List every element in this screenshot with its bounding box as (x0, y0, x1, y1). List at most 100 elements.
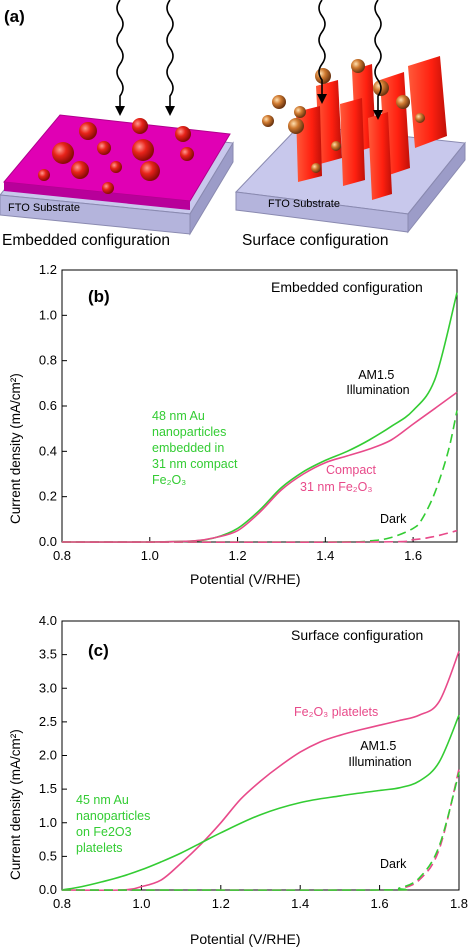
annotation-line: Compact (326, 463, 377, 477)
y-tick-label: 0.0 (39, 882, 57, 897)
series-line (61, 529, 458, 543)
x-tick-label: 1.6 (404, 548, 422, 563)
platelet (408, 56, 447, 148)
surface-nanoparticles (262, 59, 425, 173)
light-wave (116, 0, 124, 112)
annotation-line: AM1.5 (358, 368, 394, 382)
fto-substrate-right-side (407, 141, 466, 234)
au-nanoparticle (79, 122, 97, 140)
annotation-line: embedded in (152, 441, 224, 455)
chart-title: Surface configuration (291, 627, 423, 643)
annotation-line: nanoparticles (76, 809, 150, 823)
annotation-line: 45 nm Au (76, 793, 129, 807)
light-wave (374, 0, 382, 110)
au-nanoparticle (180, 147, 194, 161)
y-tick-label: 0.5 (39, 848, 57, 863)
substrate-label-left: FTO Substrate (8, 202, 80, 214)
fto-substrate-left-side (189, 141, 234, 236)
y-tick-label: 2.5 (39, 714, 57, 729)
chart-surface: 0.8 1.0 1.2 1.4 1.6 1.8 0.0 0.5 1.0 1.5 2.0 2.5 3.0 3… (8, 613, 468, 947)
curves (61, 292, 458, 543)
annotation-compact: Compact 31 nm Fe₂O₃ (300, 463, 380, 494)
y-tick-label: 1.0 (39, 307, 57, 322)
x-tick-label: 1.0 (132, 896, 150, 911)
series-line (61, 714, 460, 891)
y-tick-label: 0.6 (39, 398, 57, 413)
annotation-platelets: Fe₂O₃ platelets (294, 705, 378, 719)
x-tick-label: 1.0 (141, 548, 159, 563)
au-nanoparticle (288, 118, 304, 134)
au-nanoparticle (272, 95, 286, 109)
au-nanoparticle (97, 141, 111, 155)
x-axis-label: Potential (V/RHE) (190, 571, 300, 587)
au-nanoparticle (396, 95, 410, 109)
light-wave (166, 0, 174, 112)
au-nanoparticle (315, 68, 331, 84)
annotation-line: Illumination (346, 383, 409, 397)
annotation-line: 31 nm Fe₂O₃ (300, 480, 372, 494)
panel-a-label: (a) (4, 7, 25, 26)
au-nanoparticle (294, 106, 306, 118)
panel-b-label: (b) (88, 287, 110, 306)
annotation-line: 48 nm Au (152, 409, 205, 423)
annotation-line: nanoparticles (152, 425, 226, 439)
chart-title: Embedded configuration (271, 279, 423, 295)
au-nanoparticle (132, 139, 154, 161)
x-tick-label: 1.6 (371, 896, 389, 911)
y-tick-label: 3.0 (39, 680, 57, 695)
x-tick-label: 0.8 (53, 896, 71, 911)
y-tick-label: 4.0 (39, 613, 57, 628)
substrate-label-right: FTO Substrate (268, 198, 340, 210)
annotation-line: Fe₂O₃ (152, 473, 186, 487)
au-nanoparticle (262, 115, 274, 127)
annotation-au-embedded: 48 nm Au nanoparticles embedded in 31 nm… (152, 409, 241, 487)
embedded-diagram: FTO Substrate Embedded configuration (0, 0, 234, 249)
au-nanoparticle (351, 59, 365, 73)
au-nanoparticle (102, 182, 114, 194)
arrow-head (165, 106, 175, 116)
au-nanoparticle (311, 163, 321, 173)
au-nanoparticle (415, 113, 425, 123)
annotation-illumination: AM1.5 Illumination (346, 368, 409, 397)
au-nanoparticle (38, 169, 50, 181)
au-nanoparticle (140, 161, 160, 181)
series-line (61, 651, 460, 892)
annotation-dark: Dark (380, 857, 407, 871)
y-tick-label: 0.8 (39, 353, 57, 368)
plot-frame (61, 269, 458, 543)
x-tick-label: 0.8 (53, 548, 71, 563)
y-tick-label: 3.5 (39, 647, 57, 662)
annotation-line: AM1.5 (360, 739, 396, 753)
au-nanoparticle (132, 118, 148, 134)
x-tick-label: 1.2 (212, 896, 230, 911)
platelet (340, 98, 365, 186)
curves (61, 651, 460, 892)
light-arrows-right (317, 0, 383, 120)
panel-c-label: (c) (88, 641, 109, 660)
platelet (368, 112, 392, 200)
x-axis-label: Potential (V/RHE) (190, 931, 300, 947)
chart-embedded: 0.8 1.0 1.2 1.4 1.6 0.0 0.2 0.4 0.6 0.8 1.0 1.2 (b)… (8, 262, 458, 587)
axis-ticks: 0.8 1.0 1.2 1.4 1.6 1.8 0.0 0.5 1.0 1.5 2.0 2.5 3.0 3… (39, 613, 468, 911)
arrow-head (115, 106, 125, 116)
embedded-nanoparticles (38, 118, 194, 194)
y-tick-label: 2.0 (39, 748, 57, 763)
annotation-line: platelets (76, 841, 123, 855)
annotation-line: 31 nm compact (152, 457, 238, 471)
y-axis-label: Current density (mA/cm²) (8, 373, 23, 524)
au-nanoparticle (71, 161, 89, 179)
light-arrows-left (115, 0, 175, 116)
y-tick-label: 1.2 (39, 262, 57, 277)
series-line (61, 772, 460, 891)
arrow-head (373, 110, 383, 120)
hematite-film-embedded-front (4, 182, 190, 210)
annotation-dark: Dark (380, 512, 407, 526)
axis-ticks: 0.8 1.0 1.2 1.4 1.6 0.0 0.2 0.4 0.6 0.8 1.0 1.2 (39, 262, 422, 563)
y-tick-label: 0.2 (39, 489, 57, 504)
x-tick-label: 1.8 (450, 896, 468, 911)
caption-embedded: Embedded configuration (2, 232, 170, 249)
annotation-line: Illumination (348, 755, 411, 769)
y-tick-label: 1.5 (39, 781, 57, 796)
panel-a: (a) (0, 0, 466, 249)
